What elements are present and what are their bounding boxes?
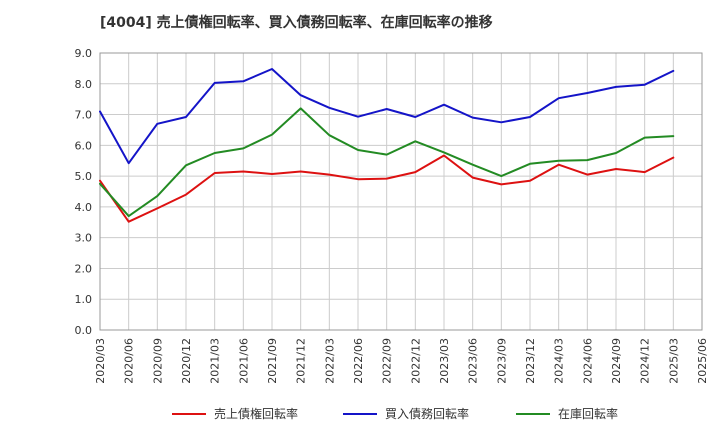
y-tick-label: 8.0	[75, 78, 93, 91]
y-tick-label: 4.0	[75, 201, 93, 214]
legend-label-1: 売上債権回転率	[214, 406, 298, 421]
y-tick-label: 3.0	[75, 232, 93, 245]
x-tick-label: 2024/06	[581, 338, 594, 384]
x-tick-label: 2022/06	[352, 338, 365, 384]
x-tick-label: 2020/12	[180, 338, 193, 384]
x-tick-label: 2020/09	[151, 338, 164, 384]
x-tick-label: 2022/09	[381, 338, 394, 384]
y-tick-label: 6.0	[75, 139, 93, 152]
x-tick-label: 2021/06	[237, 338, 250, 384]
chart-title: [4004] 売上債権回転率、買入債務回転率、在庫回転率の推移	[100, 15, 493, 31]
series-line-2	[99, 68, 675, 165]
series-line-1	[99, 154, 675, 223]
y-tick-label: 0.0	[75, 324, 93, 337]
x-tick-label: 2023/12	[524, 338, 537, 384]
x-tick-label: 2024/09	[610, 338, 623, 384]
y-tick-label: 5.0	[75, 170, 93, 183]
x-tick-label: 2025/06	[696, 338, 709, 384]
x-tick-label: 2020/06	[123, 338, 136, 384]
x-tick-label: 2023/09	[495, 338, 508, 384]
series-line-3	[99, 107, 675, 218]
x-tick-label: 2024/03	[553, 338, 566, 384]
x-tick-label: 2022/03	[323, 338, 336, 384]
x-tick-label: 2023/03	[438, 338, 451, 384]
x-tick-label: 2020/03	[94, 338, 107, 384]
y-tick-label: 7.0	[75, 109, 93, 122]
y-tick-label: 9.0	[75, 47, 93, 60]
x-tick-label: 2025/03	[667, 338, 680, 384]
x-tick-label: 2021/12	[295, 338, 308, 384]
x-tick-label: 2023/06	[467, 338, 480, 384]
y-tick-label: 2.0	[75, 262, 93, 275]
legend-label-2: 買入債務回転率	[385, 406, 469, 421]
x-tick-label: 2024/12	[639, 338, 652, 384]
plot-frame	[99, 52, 703, 331]
x-tick-label: 2021/09	[266, 338, 279, 384]
y-tick-label: 1.0	[75, 293, 93, 306]
legend-label-3: 在庫回転率	[558, 406, 618, 421]
x-tick-label: 2022/12	[409, 338, 422, 384]
x-tick-label: 2021/03	[209, 338, 222, 384]
